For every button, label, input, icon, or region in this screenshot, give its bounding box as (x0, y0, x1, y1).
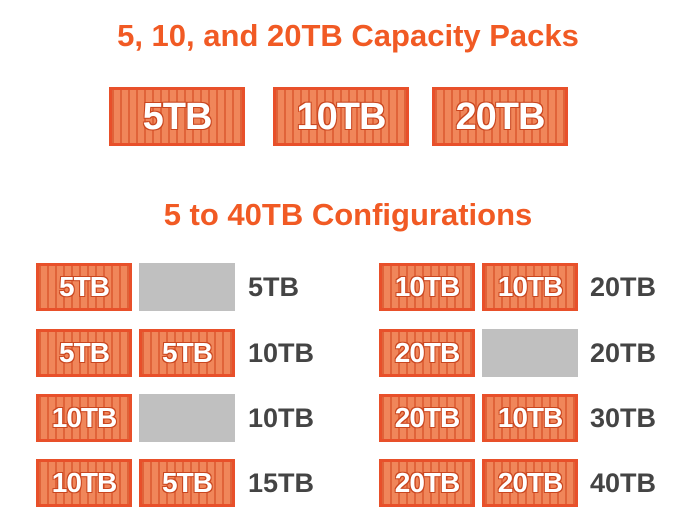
pack-label: 10TB (394, 271, 460, 302)
pack-label: 20TB (497, 467, 563, 498)
config-right-3-total: 30TB (590, 403, 657, 433)
config-left-1-total: 5TB (248, 272, 300, 302)
config-right-2-total: 20TB (590, 338, 657, 368)
pack-label: 20TB (394, 402, 460, 433)
pack-label: 5TB (59, 337, 110, 368)
capacity-pack-5tb: 5TB (109, 87, 245, 146)
pack-label: 10TB (497, 402, 563, 433)
configurations-title: 5 to 40TB Configurations (163, 197, 533, 232)
pack-label: 5TB (142, 95, 213, 138)
config-left-1-slot-1: 5TB (36, 263, 132, 311)
pack-label: 10TB (497, 271, 563, 302)
pack-label: 5TB (162, 467, 213, 498)
config-left-3-slot-1: 10TB (36, 394, 132, 442)
pack-label: 10TB (51, 467, 117, 498)
config-left-3-total: 10TB (248, 403, 315, 433)
config-right-1-total: 20TB (590, 272, 657, 302)
config-left-1-empty-slot (139, 263, 235, 311)
config-right-2-empty-slot (482, 329, 578, 377)
config-right-1-slot-2: 10TB (482, 263, 578, 311)
pack-label: 5TB (162, 337, 213, 368)
pack-label: 10TB (51, 402, 117, 433)
config-right-3-slot-1: 20TB (379, 394, 475, 442)
config-right-3-slot-2: 10TB (482, 394, 578, 442)
config-right-4-slot-2: 20TB (482, 459, 578, 507)
config-right-1-slot-1: 10TB (379, 263, 475, 311)
pack-label: 20TB (455, 95, 546, 138)
pack-label: 10TB (296, 95, 387, 138)
config-right-2-slot-1: 20TB (379, 329, 475, 377)
config-right-4-total: 40TB (590, 468, 657, 498)
config-left-2-slot-1: 5TB (36, 329, 132, 377)
config-left-3-empty-slot (139, 394, 235, 442)
capacity-packs-title: 5, 10, and 20TB Capacity Packs (117, 18, 579, 53)
pack-label: 20TB (394, 467, 460, 498)
config-left-2-total: 10TB (248, 338, 315, 368)
config-left-4-total: 15TB (248, 468, 315, 498)
config-left-4-slot-2: 5TB (139, 459, 235, 507)
pack-label: 20TB (394, 337, 460, 368)
config-left-4-slot-1: 10TB (36, 459, 132, 507)
capacity-pack-20tb: 20TB (432, 87, 568, 146)
pack-label: 5TB (59, 271, 110, 302)
capacity-pack-10tb: 10TB (273, 87, 409, 146)
config-right-4-slot-1: 20TB (379, 459, 475, 507)
config-left-2-slot-2: 5TB (139, 329, 235, 377)
